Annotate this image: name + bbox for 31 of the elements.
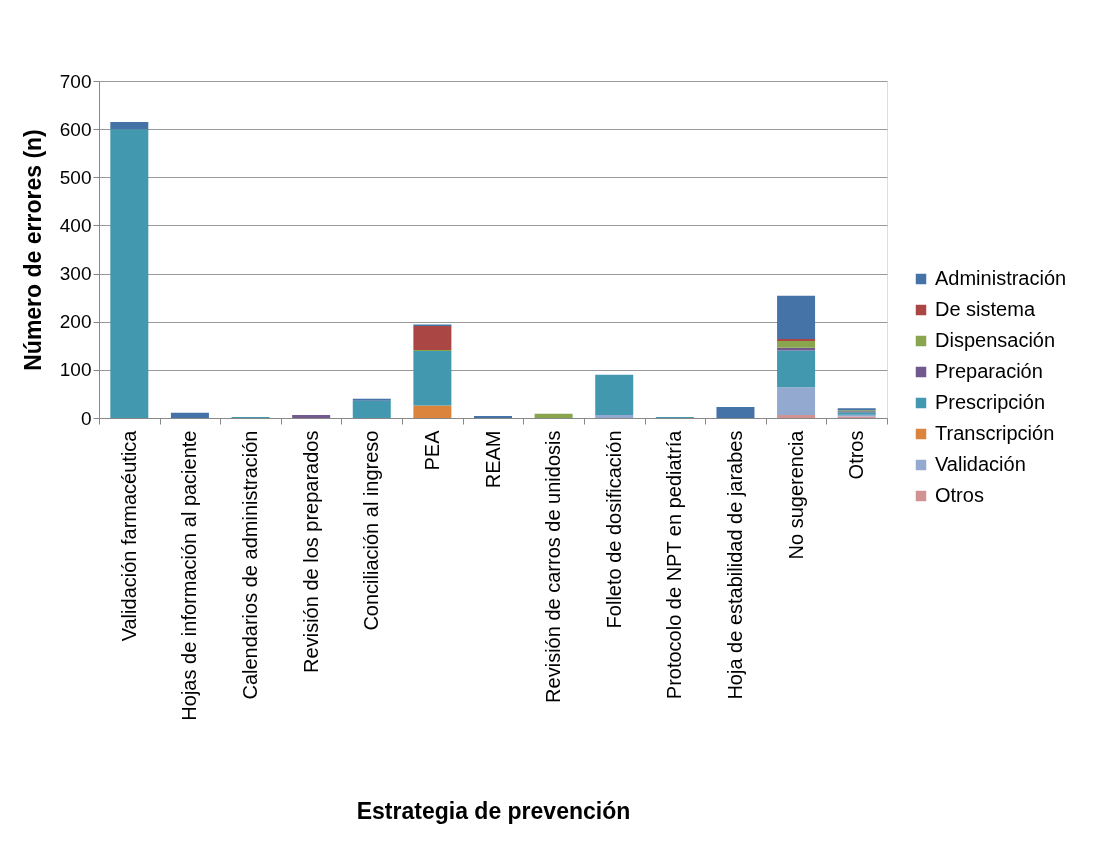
legend-label: Transcripción [935, 422, 1055, 444]
x-tick-label: Hoja de estabilidad de jarabes [723, 430, 746, 700]
x-tick-label: Otros [845, 430, 868, 480]
y-tick-label: 300 [59, 263, 92, 285]
x-tick-label: Revisión de carros de unidosis [542, 430, 565, 703]
y-tick-label: 500 [59, 166, 92, 188]
y-tick-label: 200 [59, 311, 92, 333]
y-tick-label: 400 [59, 214, 92, 236]
x-axis-title: Estrategia de prevención [356, 797, 631, 824]
y-tick-label: 700 [59, 70, 92, 92]
legend-label: Validación [935, 453, 1026, 475]
x-tick-label: Calendarios de administración [239, 430, 262, 700]
x-tick-label: REAM [481, 430, 504, 489]
y-tick-label: 100 [59, 359, 92, 381]
legend-label: Prescripción [935, 391, 1046, 413]
x-tick-label: No sugerencia [784, 429, 807, 560]
x-tick-label: Hojas de información al paciente [178, 430, 201, 721]
y-axis-title: Número de errores (n) [19, 129, 46, 371]
x-tick-label: PEA [420, 429, 443, 471]
x-tick-label: Protocolo de NPT en pediatría [663, 429, 686, 700]
y-tick-label: 0 [80, 407, 92, 429]
x-tick-label: Revisión de los preparados [299, 430, 322, 673]
legend-label: Otros [935, 484, 984, 506]
x-tick-label: Folleto de dosificación [602, 430, 625, 629]
legend-label: Dispensación [935, 329, 1056, 351]
y-tick-label: 600 [59, 118, 92, 140]
legend-label: Preparación [935, 360, 1043, 382]
legend-label: De sistema [935, 298, 1036, 320]
x-tick-label: Validación farmacéutica [117, 429, 140, 642]
legend-label: Administración [935, 267, 1067, 289]
x-tick-label: Conciliación al ingreso [360, 430, 383, 631]
